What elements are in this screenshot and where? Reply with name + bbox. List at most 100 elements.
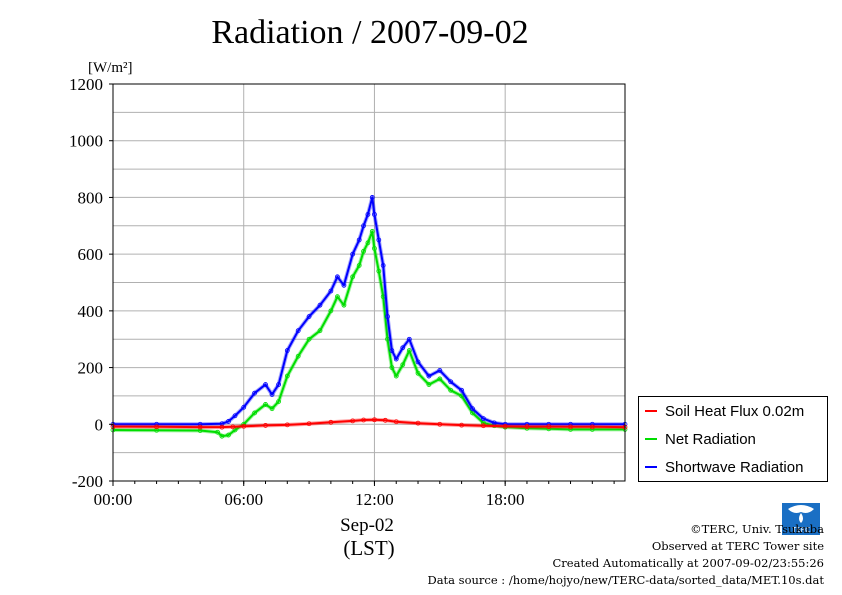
- data-point-soil-heat-flux-0-02m: [328, 419, 334, 425]
- x-tick-label: 00:00: [94, 490, 133, 509]
- footer-copyright: ©TERC, Univ. Tsukuba: [690, 522, 824, 536]
- footer-created: Created Automatically at 2007-09-02/23:5…: [552, 556, 825, 570]
- data-point-soil-heat-flux-0-02m: [361, 417, 366, 423]
- data-point-soil-heat-flux-0-02m: [589, 424, 595, 430]
- terc-logo: TERC: [782, 503, 820, 535]
- x-tick-label: 06:00: [224, 490, 263, 509]
- data-point-soil-heat-flux-0-02m: [502, 423, 508, 429]
- data-point-shortwave-radiation: [369, 195, 375, 200]
- data-point-net-radiation: [415, 370, 421, 376]
- data-point-net-radiation: [328, 308, 334, 314]
- data-point-net-radiation: [400, 362, 406, 368]
- data-point-shortwave-radiation: [426, 373, 432, 379]
- data-point-net-radiation: [361, 248, 366, 254]
- y-tick-label: 200: [78, 359, 104, 378]
- data-point-soil-heat-flux-0-02m: [230, 424, 236, 430]
- logo-text: TERC: [791, 526, 810, 534]
- series-band-net-radiation: [112, 229, 625, 439]
- data-point-shortwave-radiation: [328, 288, 334, 294]
- data-point-shortwave-radiation: [389, 348, 395, 353]
- data-point-soil-heat-flux-0-02m: [284, 422, 290, 428]
- data-point-shortwave-radiation: [226, 419, 231, 424]
- legend-item-net-radiation: Net Radiation: [645, 429, 756, 449]
- data-point-shortwave-radiation: [415, 359, 421, 365]
- data-point-soil-heat-flux-0-02m: [382, 417, 388, 423]
- data-point-shortwave-radiation: [335, 274, 340, 280]
- data-point-soil-heat-flux-0-02m: [459, 422, 464, 428]
- data-point-shortwave-radiation: [491, 420, 497, 426]
- data-point-net-radiation: [365, 240, 371, 246]
- data-point-shortwave-radiation: [400, 345, 406, 351]
- data-point-net-radiation: [284, 373, 290, 379]
- data-point-net-radiation: [295, 353, 301, 359]
- data-point-shortwave-radiation: [284, 348, 290, 353]
- legend-item-soil-heat-flux: Soil Heat Flux 0.02m: [645, 401, 804, 421]
- legend-swatch-net-radiation: [645, 438, 657, 440]
- plot-frame: [112, 83, 626, 482]
- data-point-net-radiation: [317, 328, 323, 334]
- data-point-shortwave-radiation: [317, 302, 323, 308]
- data-point-shortwave-radiation: [252, 390, 258, 396]
- data-point-net-radiation: [215, 429, 220, 435]
- data-point-shortwave-radiation: [356, 237, 362, 243]
- data-point-shortwave-radiation: [306, 314, 312, 319]
- data-point-soil-heat-flux-0-02m: [372, 417, 377, 423]
- y-tick-label: 1200: [69, 75, 103, 94]
- data-point-net-radiation: [459, 393, 464, 399]
- data-point-net-radiation: [154, 427, 159, 433]
- data-point-shortwave-radiation: [269, 392, 275, 397]
- data-point-net-radiation: [448, 387, 454, 393]
- data-point-soil-heat-flux-0-02m: [306, 421, 312, 427]
- y-tick-label: 400: [78, 302, 104, 321]
- data-point-soil-heat-flux-0-02m: [263, 423, 268, 428]
- data-point-shortwave-radiation: [459, 387, 464, 393]
- data-point-soil-heat-flux-0-02m: [219, 424, 225, 430]
- data-point-soil-heat-flux-0-02m: [350, 418, 356, 424]
- series-line-soil-heat-flux-0-02m: [112, 418, 626, 429]
- data-point-net-radiation: [350, 274, 356, 280]
- data-point-shortwave-radiation: [448, 379, 454, 385]
- data-point-net-radiation: [197, 428, 203, 433]
- data-point-shortwave-radiation: [470, 406, 475, 412]
- data-point-net-radiation: [276, 399, 281, 405]
- data-point-net-radiation: [252, 410, 258, 416]
- legend-swatch-shortwave-radiation: [645, 466, 657, 468]
- data-point-net-radiation: [335, 294, 340, 300]
- series-line-net-radiation: [112, 230, 625, 438]
- data-point-shortwave-radiation: [341, 282, 347, 288]
- data-point-soil-heat-flux-0-02m: [393, 419, 399, 425]
- data-point-shortwave-radiation: [295, 328, 301, 334]
- data-point-soil-heat-flux-0-02m: [568, 424, 573, 430]
- data-point-shortwave-radiation: [480, 416, 486, 422]
- x-axis-date-label: Sep-02: [340, 515, 394, 536]
- data-point-soil-heat-flux-0-02m: [480, 423, 486, 429]
- y-tick-label: 0: [95, 415, 104, 434]
- data-point-shortwave-radiation: [263, 382, 268, 387]
- data-point-net-radiation: [306, 336, 312, 342]
- series-line-shortwave-radiation: [113, 196, 625, 426]
- data-point-net-radiation: [226, 432, 231, 438]
- chart-title: Radiation / 2007-09-02: [211, 14, 529, 51]
- data-point-soil-heat-flux-0-02m: [437, 421, 443, 427]
- data-point-soil-heat-flux-0-02m: [415, 420, 421, 426]
- data-point-shortwave-radiation: [376, 237, 382, 243]
- data-point-shortwave-radiation: [437, 368, 443, 373]
- y-tick-label: 800: [78, 188, 104, 207]
- legend-label-shortwave-radiation: Shortwave Radiation: [665, 458, 804, 476]
- series-layer: [110, 195, 628, 439]
- footer-source: Data source : /home/hojyo/new/TERC-data/…: [427, 573, 824, 587]
- data-point-shortwave-radiation: [276, 382, 281, 387]
- y-tick-label: 1000: [69, 132, 103, 151]
- data-point-net-radiation: [369, 229, 375, 234]
- data-point-shortwave-radiation: [365, 212, 371, 217]
- data-point-net-radiation: [406, 348, 412, 353]
- axis-layer: -200 0 200 400 600 800 1000 1200 00:00 06:00 12:00…: [69, 75, 615, 509]
- y-axis-label: [W/m²]: [88, 60, 132, 76]
- legend-label-net-radiation: Net Radiation: [665, 430, 756, 448]
- data-point-net-radiation: [341, 302, 347, 308]
- data-point-shortwave-radiation: [385, 314, 390, 319]
- data-point-net-radiation: [389, 365, 395, 370]
- x-tick-label: 12:00: [355, 490, 394, 509]
- data-point-soil-heat-flux-0-02m: [197, 424, 203, 430]
